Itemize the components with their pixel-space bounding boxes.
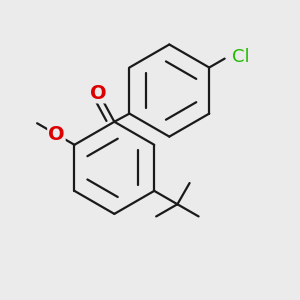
Text: O: O [48, 125, 65, 144]
Text: Cl: Cl [232, 48, 250, 66]
Text: O: O [90, 83, 107, 103]
